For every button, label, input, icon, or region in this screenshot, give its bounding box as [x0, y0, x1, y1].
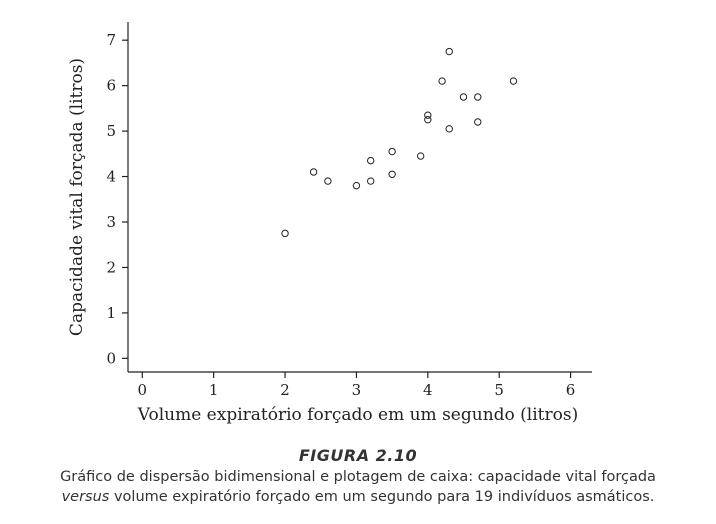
y-tick-label: 0	[106, 349, 116, 367]
data-point	[474, 118, 482, 126]
x-tick-label: 3	[352, 381, 362, 399]
data-point	[309, 168, 318, 176]
figure-caption: Gráfico de dispersão bidimensional e plo…	[0, 467, 716, 507]
data-point	[388, 170, 396, 178]
x-tick-label: 4	[423, 381, 433, 399]
data-point	[438, 77, 446, 85]
y-axis-label: Capacidade vital forçada (litros)	[67, 58, 87, 336]
data-point	[324, 177, 332, 185]
data-point	[445, 47, 453, 56]
data-point	[424, 111, 432, 119]
y-tick-label: 6	[106, 77, 116, 95]
y-tick-label: 4	[106, 168, 116, 186]
data-point	[459, 93, 468, 101]
y-tick-label: 5	[106, 122, 116, 140]
data-point	[416, 152, 425, 160]
caption-line-2: versus volume expiratório forçado em um …	[0, 487, 716, 507]
data-point	[281, 229, 289, 238]
data-point	[509, 77, 518, 85]
x-tick-label: 6	[566, 381, 576, 399]
x-tick-label: 1	[209, 381, 219, 399]
x-axis-label: Volume expiratório forçado em um segundo…	[137, 405, 578, 425]
ticks: 0 1 2 3 4 5 6 0 1 2 3 4 5 6 7	[106, 31, 575, 399]
figure-number: FIGURA 2.10	[298, 446, 418, 465]
caption-line-1: Gráfico de dispersão bidimensional e plo…	[60, 469, 656, 485]
scatter-chart: 0 1 2 3 4 5 6 0 1 2 3 4 5 6 7 Volume expiratório força…	[67, 22, 592, 425]
data-point	[367, 177, 375, 185]
y-tick-label: 3	[106, 213, 116, 231]
data-point	[352, 181, 361, 190]
y-tick-label: 7	[106, 31, 116, 49]
axes	[127, 22, 592, 373]
data-point	[388, 147, 396, 156]
y-tick-label: 2	[106, 258, 116, 276]
x-tick-label: 2	[280, 381, 290, 399]
data-point	[474, 93, 482, 101]
caption-line-2-rest: volume expiratório forçado em um segundo…	[109, 489, 655, 505]
x-tick-label: 5	[494, 381, 504, 399]
caption-versus: versus	[61, 489, 110, 505]
data-point	[367, 156, 375, 165]
y-tick-label: 1	[106, 304, 116, 322]
data-points	[281, 47, 518, 238]
data-point	[424, 116, 432, 124]
data-point	[445, 125, 453, 133]
x-tick-label: 0	[138, 381, 148, 399]
